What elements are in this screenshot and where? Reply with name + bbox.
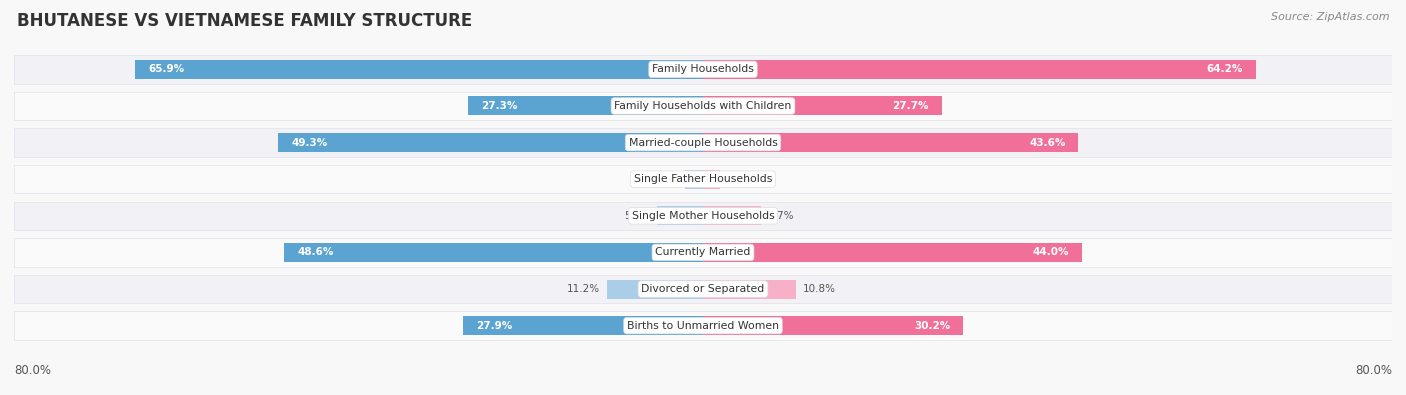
Text: 65.9%: 65.9%: [149, 64, 184, 74]
Text: 30.2%: 30.2%: [914, 321, 950, 331]
Bar: [14, 128, 1392, 157]
Text: 80.0%: 80.0%: [1355, 364, 1392, 377]
Text: 27.9%: 27.9%: [475, 321, 512, 331]
Text: 64.2%: 64.2%: [1206, 64, 1243, 74]
Text: Source: ZipAtlas.com: Source: ZipAtlas.com: [1271, 12, 1389, 22]
Text: 2.0%: 2.0%: [727, 174, 754, 184]
Bar: [14, 311, 1392, 340]
Bar: [703, 206, 761, 225]
Bar: [14, 55, 1392, 84]
Bar: [703, 96, 942, 115]
Text: 5.3%: 5.3%: [624, 211, 651, 221]
Bar: [14, 275, 1392, 303]
Bar: [606, 280, 703, 299]
Bar: [135, 60, 703, 79]
Text: Family Households: Family Households: [652, 64, 754, 74]
Text: 6.7%: 6.7%: [768, 211, 794, 221]
Bar: [284, 243, 703, 262]
Text: 43.6%: 43.6%: [1029, 137, 1066, 148]
Bar: [278, 133, 703, 152]
Bar: [703, 243, 1083, 262]
Bar: [14, 201, 1392, 230]
Text: 44.0%: 44.0%: [1032, 247, 1069, 258]
Bar: [685, 170, 703, 189]
Bar: [14, 92, 1392, 120]
Bar: [14, 165, 1392, 194]
Bar: [468, 96, 703, 115]
Bar: [703, 170, 720, 189]
Text: 2.1%: 2.1%: [651, 174, 678, 184]
Text: 27.7%: 27.7%: [893, 101, 928, 111]
Text: Married-couple Households: Married-couple Households: [628, 137, 778, 148]
Bar: [703, 133, 1078, 152]
Text: 10.8%: 10.8%: [803, 284, 837, 294]
Text: 27.3%: 27.3%: [481, 101, 517, 111]
Text: 11.2%: 11.2%: [567, 284, 599, 294]
Text: Births to Unmarried Women: Births to Unmarried Women: [627, 321, 779, 331]
Bar: [703, 316, 963, 335]
Bar: [463, 316, 703, 335]
Bar: [703, 280, 796, 299]
Text: BHUTANESE VS VIETNAMESE FAMILY STRUCTURE: BHUTANESE VS VIETNAMESE FAMILY STRUCTURE: [17, 12, 472, 30]
Text: 49.3%: 49.3%: [291, 137, 328, 148]
Text: Family Households with Children: Family Households with Children: [614, 101, 792, 111]
Bar: [14, 238, 1392, 267]
Text: Single Mother Households: Single Mother Households: [631, 211, 775, 221]
Text: 48.6%: 48.6%: [298, 247, 333, 258]
Text: 80.0%: 80.0%: [14, 364, 51, 377]
Text: Divorced or Separated: Divorced or Separated: [641, 284, 765, 294]
Text: Single Father Households: Single Father Households: [634, 174, 772, 184]
Bar: [658, 206, 703, 225]
Text: Currently Married: Currently Married: [655, 247, 751, 258]
Bar: [703, 60, 1256, 79]
